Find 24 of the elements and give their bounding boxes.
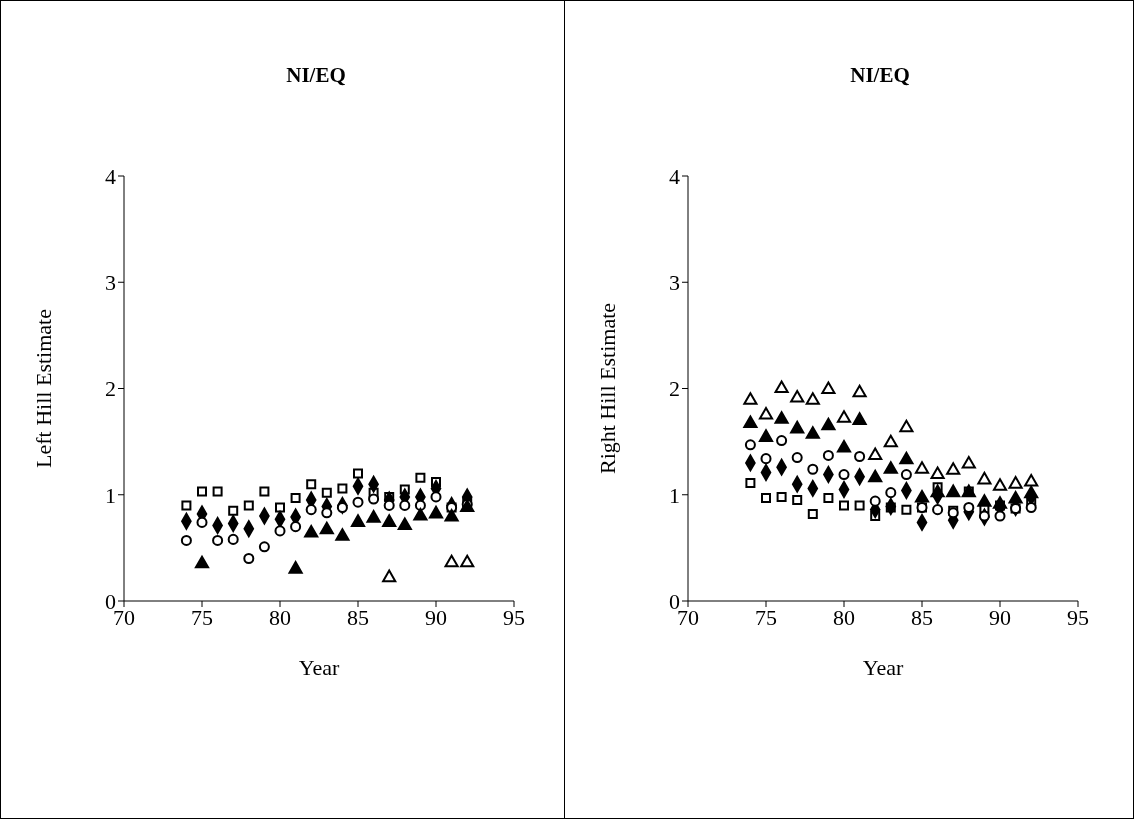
chart-title: NI/EQ bbox=[849, 63, 911, 88]
y-axis-title: Left Hill Estimate bbox=[30, 309, 56, 468]
y-tick-label: 2 bbox=[669, 376, 680, 402]
x-tick-label: 85 bbox=[911, 604, 933, 630]
y-tick-label: 3 bbox=[105, 270, 116, 296]
y-axis-title: Right Hill Estimate bbox=[594, 302, 620, 475]
y-tick-label: 1 bbox=[105, 482, 116, 508]
y-tick-label: 3 bbox=[669, 270, 680, 296]
x-tick-label: 90 bbox=[989, 604, 1011, 630]
x-tick-label: 95 bbox=[503, 604, 525, 630]
y-tick-label: 4 bbox=[669, 163, 680, 189]
x-tick-label: 85 bbox=[347, 604, 369, 630]
y-tick-label: 1 bbox=[669, 482, 680, 508]
x-tick-label: 80 bbox=[269, 604, 291, 630]
x-tick-label: 90 bbox=[425, 604, 447, 630]
chart-title: NI/EQ bbox=[285, 63, 347, 88]
x-tick-label: 95 bbox=[1067, 604, 1089, 630]
x-tick-label: 80 bbox=[833, 604, 855, 630]
x-tick-label: 75 bbox=[755, 604, 777, 630]
x-tick-label: 75 bbox=[191, 604, 213, 630]
x-axis-title: Year bbox=[298, 654, 340, 680]
y-tick-label: 2 bbox=[105, 376, 116, 402]
y-tick-label: 4 bbox=[105, 163, 116, 189]
x-axis-title: Year bbox=[862, 654, 904, 680]
